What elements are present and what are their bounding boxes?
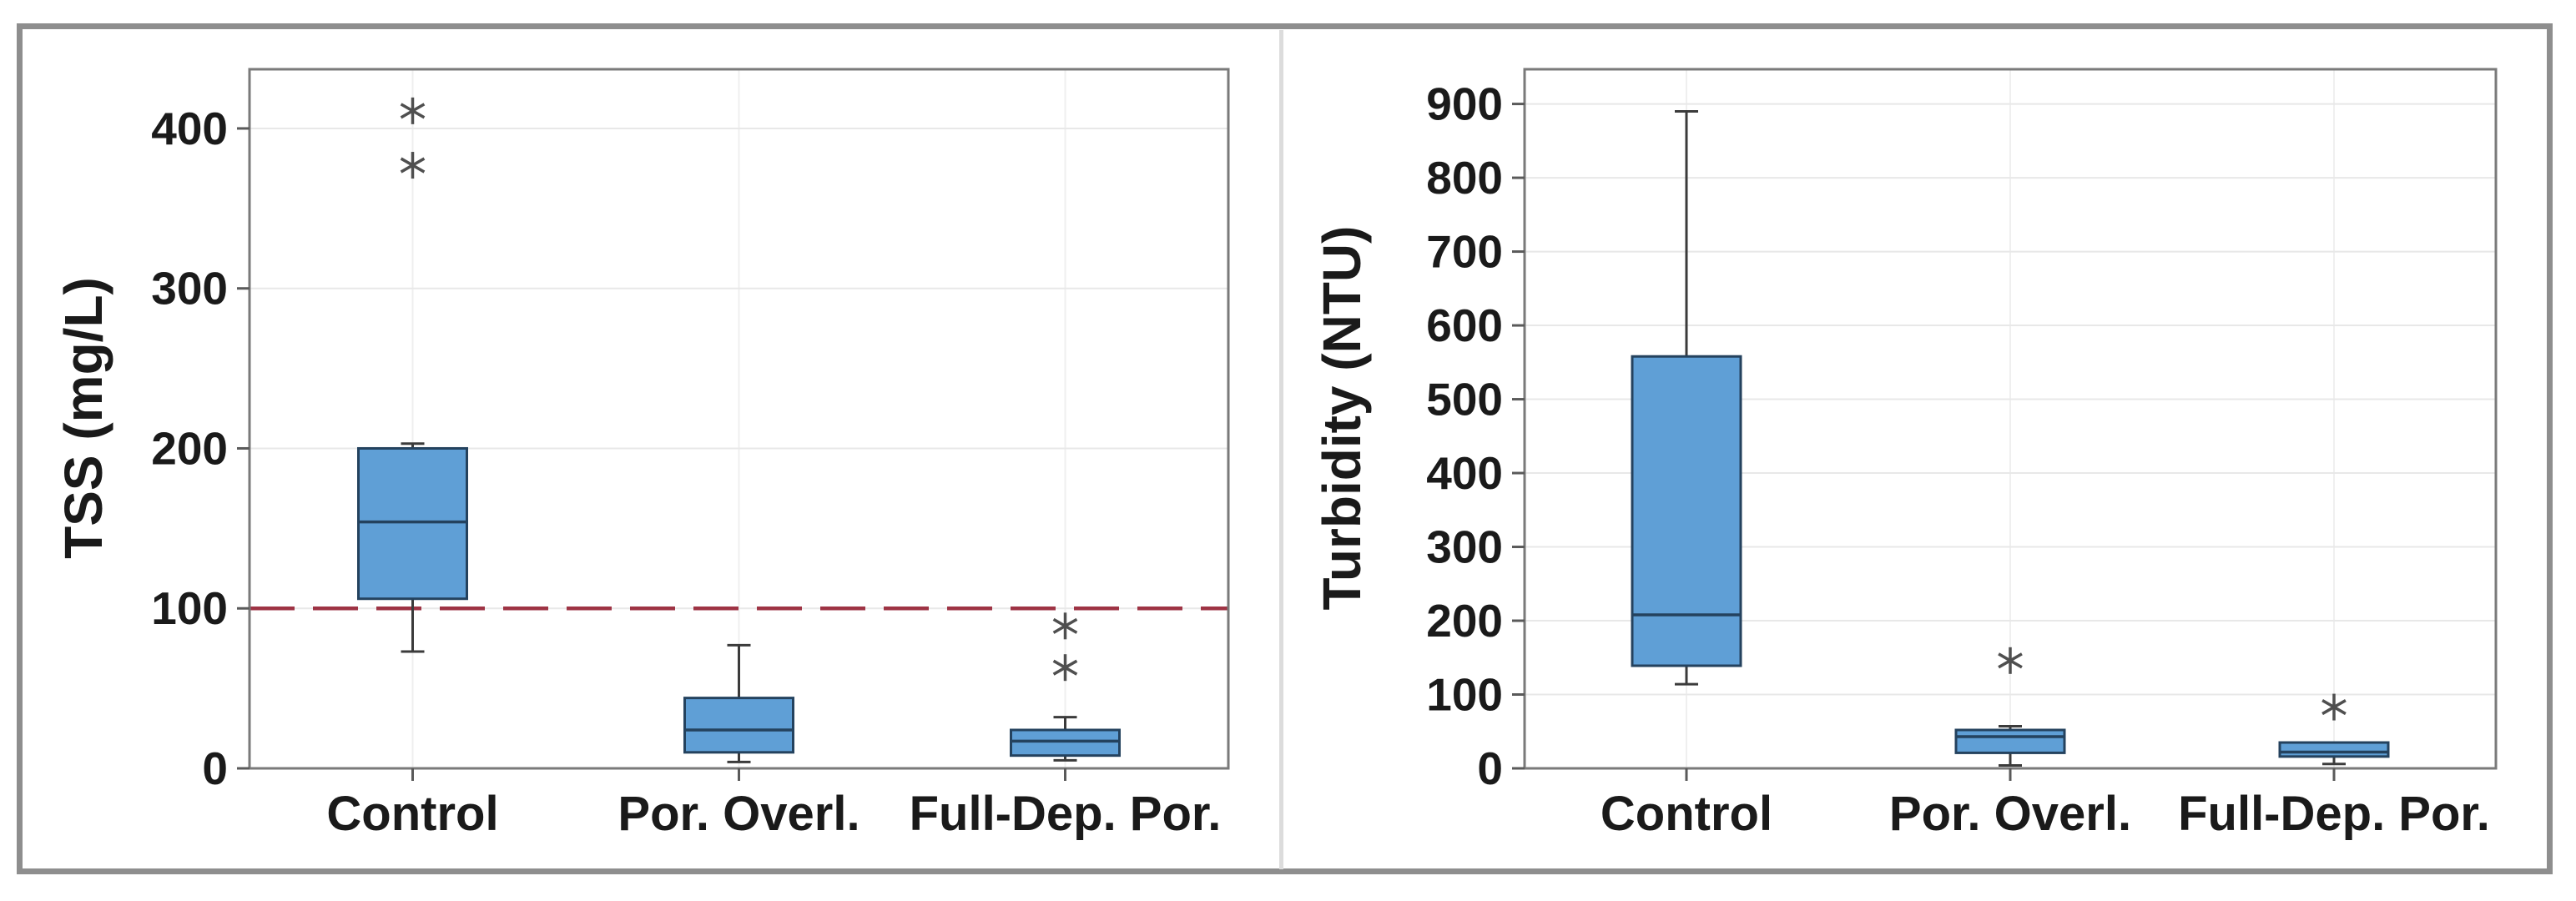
box bbox=[357, 446, 468, 601]
y-tick-label: 0 bbox=[1477, 742, 1503, 794]
outlier-asterisk bbox=[400, 97, 426, 124]
y-tick-label: 300 bbox=[1426, 521, 1503, 573]
box bbox=[1010, 728, 1121, 758]
y-axis-title: TSS (mg/L) bbox=[53, 277, 113, 559]
outlier-asterisk bbox=[1998, 647, 2023, 674]
y-tick-label: 200 bbox=[1426, 595, 1503, 647]
x-category-label: Control bbox=[326, 787, 498, 841]
x-category-label: Full-Dep. Por. bbox=[910, 787, 1222, 841]
y-axis-title: Turbidity (NTU) bbox=[1312, 226, 1372, 611]
box bbox=[1954, 728, 2066, 754]
box bbox=[2278, 741, 2390, 758]
x-category-label: Full-Dep. Por. bbox=[2178, 787, 2490, 841]
y-tick-label: 400 bbox=[151, 103, 228, 154]
y-tick-label: 100 bbox=[151, 582, 228, 634]
x-category-label: Por. Overl. bbox=[618, 787, 860, 841]
x-category-label: Por. Overl. bbox=[1889, 787, 2131, 841]
outlier-asterisk bbox=[1052, 612, 1078, 640]
y-tick-label: 100 bbox=[1426, 669, 1503, 721]
outlier-asterisk bbox=[2321, 693, 2347, 721]
box bbox=[1631, 355, 1742, 667]
outlier-asterisk bbox=[400, 152, 426, 179]
y-tick-label: 900 bbox=[1426, 78, 1503, 130]
x-category-label: Control bbox=[1601, 787, 1772, 841]
y-tick-label: 700 bbox=[1426, 226, 1503, 278]
box bbox=[683, 697, 794, 754]
panel-divider bbox=[1279, 30, 1283, 869]
y-tick-label: 800 bbox=[1426, 152, 1503, 204]
y-tick-label: 600 bbox=[1426, 299, 1503, 351]
outlier-asterisk bbox=[1052, 654, 1078, 682]
y-tick-label: 500 bbox=[1426, 374, 1503, 425]
y-tick-label: 300 bbox=[151, 263, 228, 315]
y-tick-label: 200 bbox=[151, 422, 228, 474]
y-tick-label: 0 bbox=[202, 742, 228, 794]
y-tick-label: 400 bbox=[1426, 447, 1503, 499]
